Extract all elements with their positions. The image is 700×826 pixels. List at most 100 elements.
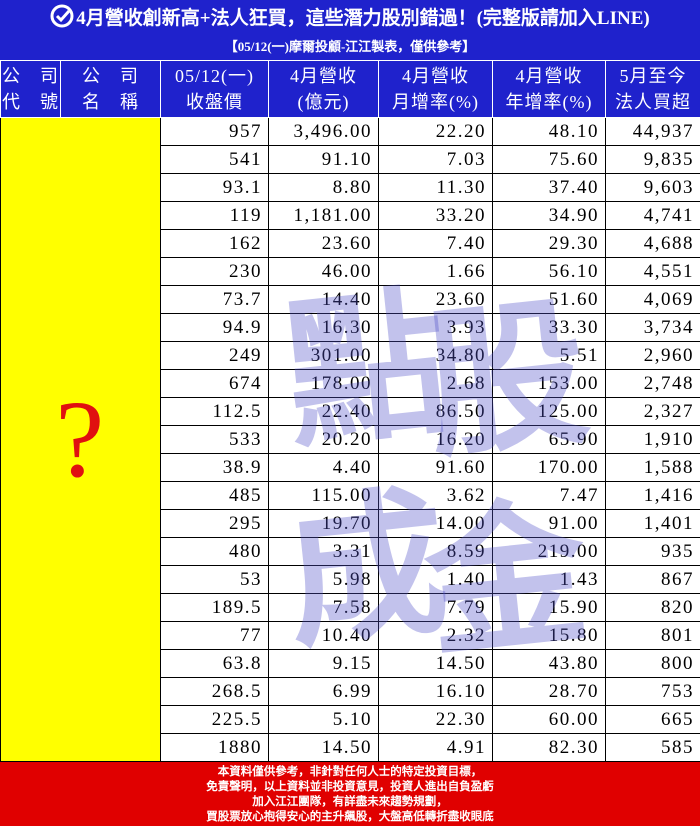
table-row: 230 46.00 1.66 56.10 4,551 — [1, 257, 700, 286]
header-line: 法人買超 — [615, 92, 691, 112]
cell: 3.93 — [378, 313, 493, 342]
cell: 16.20 — [378, 425, 493, 454]
cell: 867 — [605, 565, 700, 594]
column-header: 4月營收 月增率(%) — [378, 60, 493, 118]
cell: 22.20 — [378, 117, 493, 146]
placeholder: ? — [0, 117, 161, 762]
cell: 9.15 — [268, 649, 379, 678]
cell: 480 — [160, 537, 269, 566]
icon — [50, 4, 74, 28]
cell: 820 — [605, 593, 700, 622]
cell: 38.9 — [160, 453, 269, 482]
cell: 14.40 — [268, 285, 379, 314]
cell: 230 — [160, 257, 269, 286]
cell: 7.58 — [268, 593, 379, 622]
table-row: 112.5 22.40 86.50 125.00 2,327 — [1, 397, 700, 426]
header-line: 05/12(一) — [175, 66, 254, 86]
table-row: 38.9 4.40 91.60 170.00 1,588 — [1, 453, 700, 482]
cell: 249 — [160, 341, 269, 370]
header-line: 4月營收 — [290, 66, 357, 86]
cell: 3.31 — [268, 537, 379, 566]
cell: 1,910 — [605, 425, 700, 454]
column-header: 公 司代 號 — [0, 60, 61, 118]
cell: 19.70 — [268, 509, 379, 538]
cell: 4,688 — [605, 229, 700, 258]
cell: 2,960 — [605, 341, 700, 370]
table-row: 162 23.60 7.40 29.30 4,688 — [1, 229, 700, 258]
cell: 8.80 — [268, 173, 379, 202]
cell: 4.91 — [378, 733, 493, 762]
cell: 22.40 — [268, 397, 379, 426]
cell: 665 — [605, 705, 700, 734]
cell: 48.10 — [492, 117, 606, 146]
cell: 800 — [605, 649, 700, 678]
cell: 7.03 — [378, 145, 493, 174]
cell: 1.43 — [492, 565, 606, 594]
table-row: 533 20.20 16.20 65.90 1,910 — [1, 425, 700, 454]
cell: 94.9 — [160, 313, 269, 342]
cell: 4,741 — [605, 201, 700, 230]
cell: 28.70 — [492, 677, 606, 706]
cell: 63.8 — [160, 649, 269, 678]
cell: 4,069 — [605, 285, 700, 314]
cell: 1.66 — [378, 257, 493, 286]
cell: 1,401 — [605, 509, 700, 538]
cell: 9,603 — [605, 173, 700, 202]
cell: 533 — [160, 425, 269, 454]
cell: 23.60 — [268, 229, 379, 258]
cell: 16.10 — [378, 677, 493, 706]
cell: 86.50 — [378, 397, 493, 426]
cell: 73.7 — [160, 285, 269, 314]
header-line: 公 司 — [82, 66, 139, 86]
column-header: 4月營收 (億元) — [268, 60, 379, 118]
footer-line: 加入江江團隊，有詳盡未來趨勢規劃， — [252, 796, 448, 808]
cell: 60.00 — [492, 705, 606, 734]
cell: 7.47 — [492, 481, 606, 510]
cell: 295 — [160, 509, 269, 538]
footer: 本資料僅供參考，非針對任何人士的特定投資目標， 免責聲明，以上資料並非投資意見，投… — [0, 762, 700, 826]
header-line: 公 司 — [2, 66, 59, 86]
cell: 119 — [160, 201, 269, 230]
cell: 170.00 — [492, 453, 606, 482]
cell: 5.98 — [268, 565, 379, 594]
cell: 1,181.00 — [268, 201, 379, 230]
cell: 125.00 — [492, 397, 606, 426]
footer-line: 本資料僅供參考，非針對任何人士的特定投資目標， — [217, 766, 483, 778]
cell: 1.40 — [378, 565, 493, 594]
cell: 16.30 — [268, 313, 379, 342]
table-row: 119 1,181.00 33.20 34.90 4,741 — [1, 201, 700, 230]
footer-line: 免責聲明，以上資料並非投資意見，投資人進出自負盈虧 — [206, 781, 494, 793]
cell: 753 — [605, 677, 700, 706]
cell: 4.40 — [268, 453, 379, 482]
cell: 51.60 — [492, 285, 606, 314]
cell: 5.51 — [492, 341, 606, 370]
column-header: 5月至今法人買超 — [605, 60, 700, 118]
cell: 93.1 — [160, 173, 269, 202]
cell: 33.20 — [378, 201, 493, 230]
cell: 46.00 — [268, 257, 379, 286]
header-line: 5月至今 — [619, 66, 687, 86]
cell: 1,588 — [605, 453, 700, 482]
cell: 8.59 — [378, 537, 493, 566]
cell: 5.10 — [268, 705, 379, 734]
cell: 9,835 — [605, 145, 700, 174]
cell: 2.68 — [378, 369, 493, 398]
table-row: 93.1 8.80 11.30 37.40 9,603 — [1, 173, 700, 202]
cell: 15.90 — [492, 593, 606, 622]
header-line: (億元) — [297, 92, 350, 112]
cell: 14.50 — [268, 733, 379, 762]
table-row: 674 178.00 2.68 153.00 2,748 — [1, 369, 700, 398]
cell: 935 — [605, 537, 700, 566]
cell: 33.30 — [492, 313, 606, 342]
cell: 91.10 — [268, 145, 379, 174]
table-body: ? 957 3,496.00 22.20 48.10 44,937 541 91.10 7.03… — [0, 117, 700, 762]
cell: 29.30 — [492, 229, 606, 258]
cell: 7.40 — [378, 229, 493, 258]
cell: 22.30 — [378, 705, 493, 734]
header-line: 月增率(%) — [392, 92, 479, 112]
cell: 4,551 — [605, 257, 700, 286]
table-row: 541 91.10 7.03 75.60 9,835 — [1, 145, 700, 174]
subtitle: 【05/12(一)摩爾投顧-江江製表，僅供參考】 — [224, 39, 476, 54]
cell: 3,496.00 — [268, 117, 379, 146]
